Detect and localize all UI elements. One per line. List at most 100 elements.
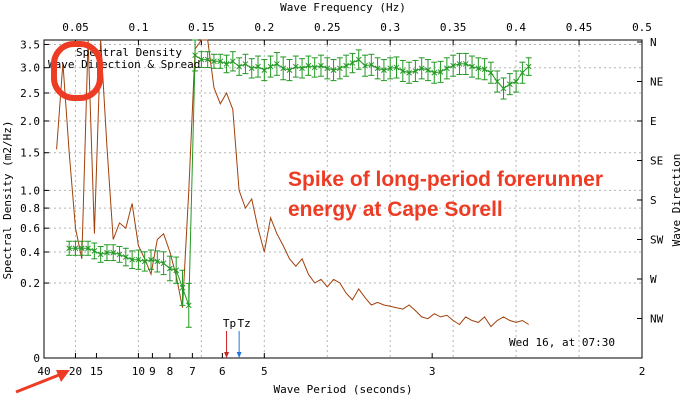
direction-marker: [91, 248, 98, 254]
direction-point: [399, 59, 406, 82]
direction-marker: [223, 61, 230, 67]
direction-marker: [437, 68, 444, 75]
direction-marker: [286, 67, 293, 73]
direction-marker: [110, 249, 117, 256]
direction-marker: [229, 58, 236, 65]
left-tick-label: 1.5: [20, 147, 40, 160]
direction-marker: [336, 65, 343, 72]
direction-marker: [418, 65, 425, 72]
direction-point: [229, 51, 236, 72]
direction-marker: [330, 67, 337, 73]
direction-point: [72, 240, 79, 256]
top-tick-label: 0.3: [380, 21, 400, 34]
right-tick-label: S: [650, 194, 657, 207]
direction-marker: [412, 68, 419, 74]
direction-point: [255, 55, 262, 78]
direction-point: [223, 54, 230, 74]
direction-marker: [525, 63, 532, 70]
direction-point: [374, 57, 381, 80]
top-tick-label: 0.15: [188, 21, 215, 34]
direction-point: [103, 244, 110, 262]
direction-point: [248, 58, 255, 79]
direction-marker: [450, 62, 457, 69]
direction-point: [299, 58, 306, 79]
right-tick-label: N: [650, 36, 657, 49]
spectral-density-line: [56, 39, 529, 328]
direction-marker: [393, 64, 400, 71]
direction-marker: [173, 267, 180, 274]
direction-marker: [381, 67, 387, 73]
marker-label-tz: Tz: [238, 317, 251, 330]
bottom-tick-label: 5: [261, 365, 268, 378]
direction-marker: [349, 60, 356, 66]
direction-marker: [116, 251, 123, 258]
bottom-tick-label: 8: [167, 365, 174, 378]
direction-point: [406, 61, 413, 84]
direction-marker: [129, 256, 135, 263]
direction-marker: [368, 61, 375, 68]
direction-point: [166, 255, 173, 282]
bottom-tick-label: 7: [189, 365, 196, 378]
red-arrow: [15, 370, 70, 394]
direction-marker: [185, 302, 192, 309]
direction-point: [330, 59, 337, 82]
direction-marker: [204, 56, 211, 63]
direction-point: [437, 60, 444, 83]
direction-point: [336, 57, 343, 80]
right-tick-label: SE: [650, 155, 663, 168]
direction-point: [380, 59, 387, 82]
direction-point: [160, 251, 167, 276]
series-layer: [56, 39, 532, 328]
left-tick-label: 2.0: [20, 115, 40, 128]
direction-marker: [488, 69, 494, 76]
direction-point: [261, 59, 268, 82]
direction-marker: [462, 61, 469, 67]
direction-point: [469, 55, 476, 78]
direction-point: [122, 247, 129, 267]
left-tick-label: 3.0: [20, 62, 40, 75]
direction-marker: [104, 249, 110, 256]
period-markers: Tp Tz: [223, 317, 251, 358]
direction-point: [317, 54, 324, 77]
direction-point: [311, 57, 318, 78]
direction-marker: [255, 63, 261, 70]
direction-point: [431, 61, 438, 84]
direction-marker: [494, 78, 501, 85]
right-tick-label: NW: [650, 313, 664, 326]
direction-point: [110, 244, 117, 262]
direction-marker: [374, 65, 381, 72]
direction-marker: [387, 65, 394, 72]
direction-point: [393, 56, 400, 79]
direction-point: [519, 61, 526, 84]
right-tick-label: E: [650, 115, 657, 128]
direction-marker: [198, 56, 205, 63]
direction-point: [475, 57, 482, 80]
direction-marker: [292, 63, 299, 70]
top-tick-label: 0.2: [254, 21, 274, 34]
direction-marker: [122, 254, 129, 260]
bottom-tick-label: 9: [149, 365, 156, 378]
axis-ticks: 0.05 0.1 0.15 0.2 0.25 0.3 0.35 0.4 0.45 0.540 20 1…: [20, 21, 663, 378]
direction-point: [362, 54, 369, 77]
top-axis-label: Wave Frequency (Hz): [280, 1, 406, 14]
direction-point: [412, 59, 419, 82]
top-tick-label: 0.1: [128, 21, 148, 34]
top-tick-label: 0.5: [632, 21, 652, 34]
direction-point: [116, 246, 123, 263]
bottom-axis-label: Wave Period (seconds): [273, 383, 412, 396]
direction-marker: [280, 65, 287, 72]
top-tick-label: 0.35: [440, 21, 467, 34]
direction-point: [66, 240, 73, 256]
left-tick-label: 3.5: [20, 38, 40, 51]
direction-point: [154, 250, 161, 273]
direction-marker: [362, 62, 368, 69]
direction-marker: [481, 66, 488, 73]
top-tick-label: 0.25: [314, 21, 341, 34]
direction-point: [135, 249, 142, 270]
top-tick-label: 0.45: [566, 21, 593, 34]
direction-marker: [431, 69, 438, 76]
direction-marker: [324, 65, 331, 72]
direction-point: [481, 58, 488, 81]
direction-marker: [311, 64, 318, 71]
